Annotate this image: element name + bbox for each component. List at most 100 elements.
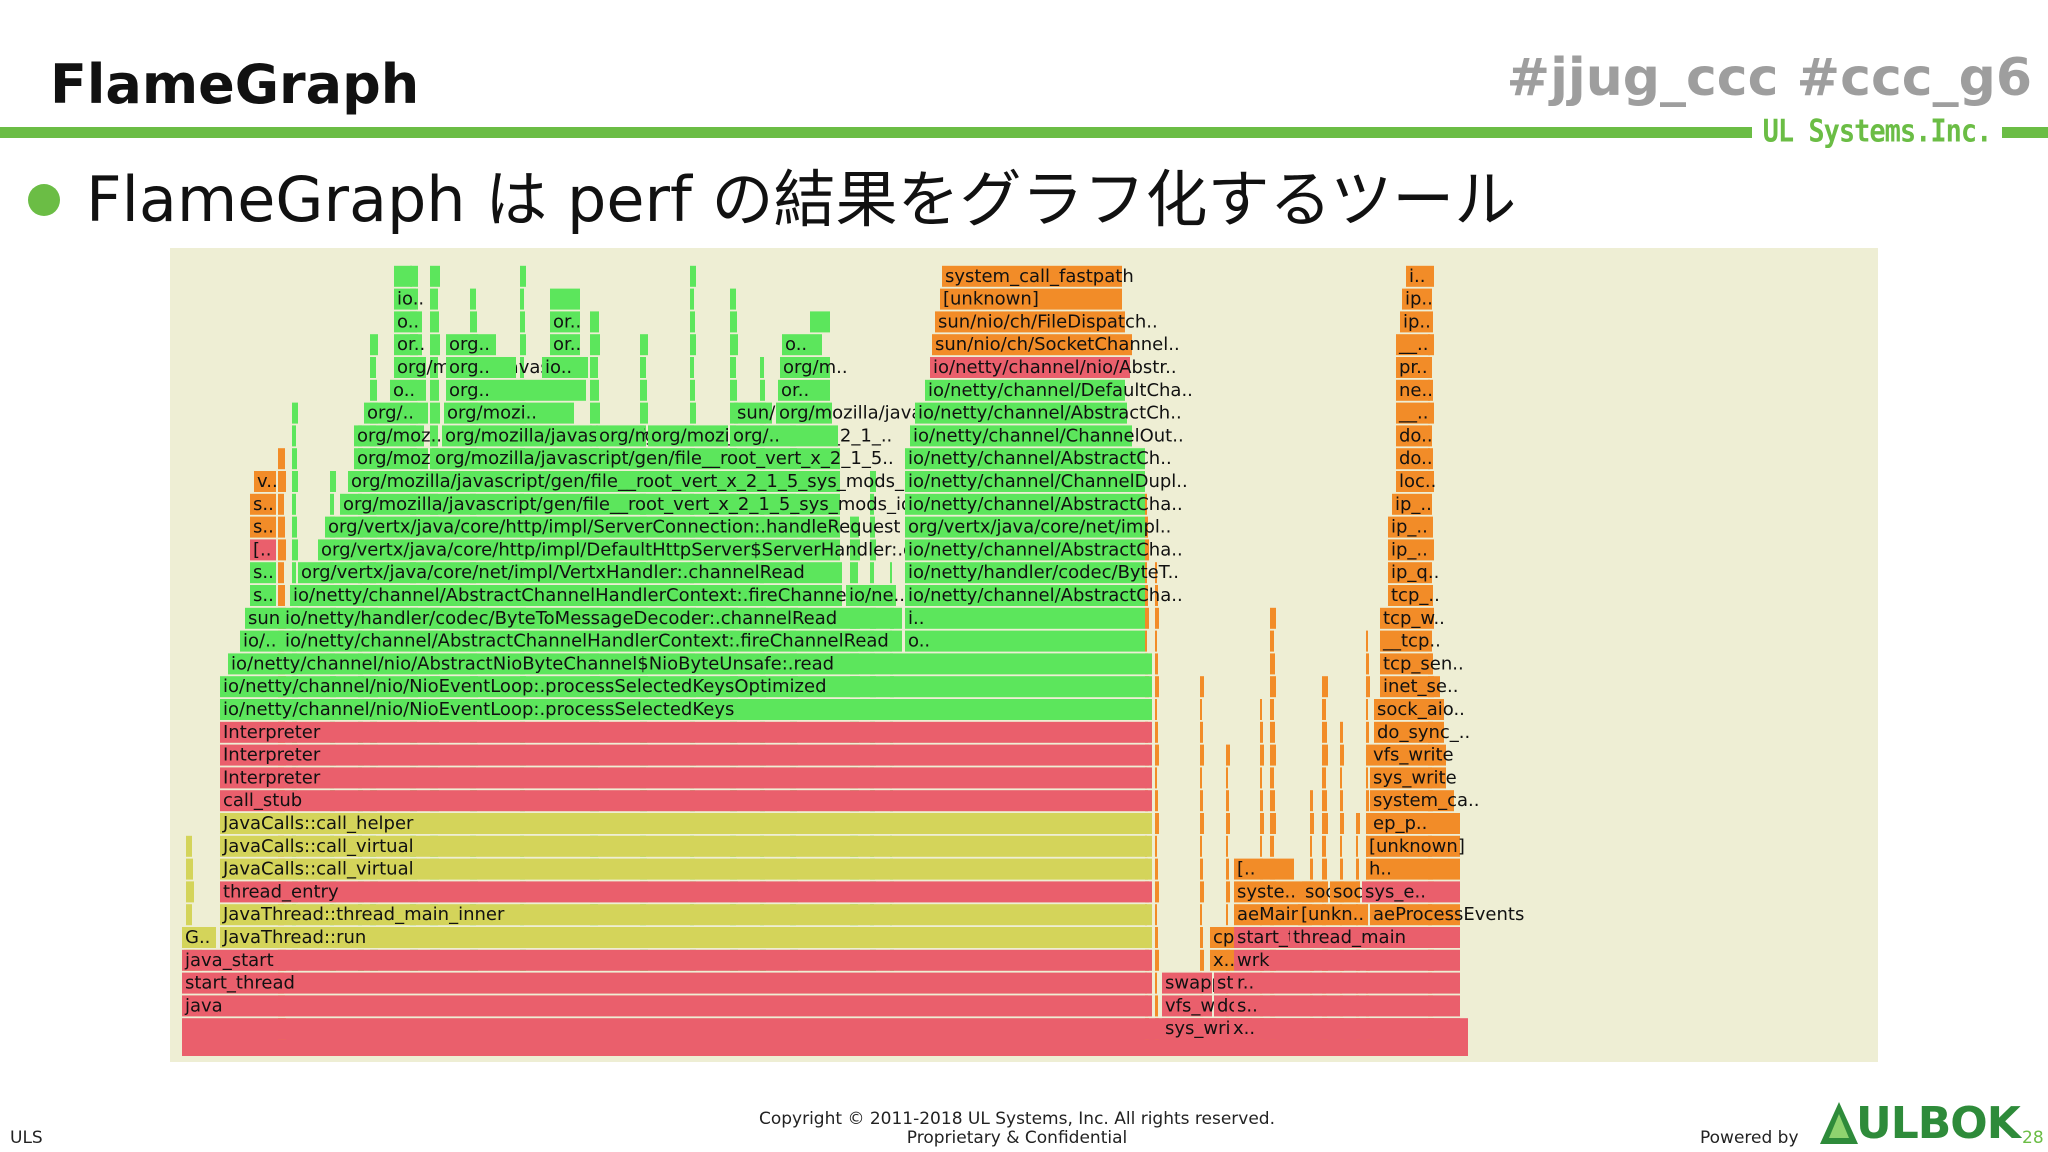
flame-frame[interactable] [760, 379, 765, 401]
flame-frame[interactable] [1155, 744, 1159, 766]
flame-frame[interactable] [1155, 790, 1158, 812]
flame-frame[interactable] [1200, 881, 1204, 903]
flame-frame[interactable] [1388, 585, 1428, 606]
flame-frame[interactable] [1210, 927, 1234, 948]
flame-frame[interactable] [278, 539, 286, 561]
flame-frame[interactable] [430, 311, 439, 333]
flame-frame[interactable] [1145, 630, 1147, 652]
flame-frame[interactable] [1370, 744, 1446, 766]
flame-frame[interactable] [648, 425, 728, 447]
flame-frame[interactable] [1226, 813, 1230, 834]
flame-frame[interactable] [430, 334, 440, 356]
flame-frame[interactable] [1200, 927, 1203, 948]
flame-frame[interactable] [870, 516, 875, 538]
flame-frame[interactable] [1406, 265, 1428, 287]
flame-frame[interactable] [1374, 721, 1444, 743]
flame-frame[interactable] [1428, 288, 1432, 310]
flame-frame[interactable] [1155, 585, 1158, 606]
flame-frame[interactable] [250, 493, 276, 515]
flame-frame[interactable] [1155, 721, 1158, 743]
flame-frame[interactable] [590, 311, 599, 333]
flame-frame[interactable] [1428, 630, 1432, 652]
flame-frame[interactable] [1428, 265, 1434, 287]
flame-frame[interactable] [942, 265, 1122, 287]
flame-frame[interactable] [1270, 699, 1274, 720]
flame-frame[interactable] [1200, 721, 1203, 743]
flame-frame[interactable] [444, 402, 574, 424]
flame-frame[interactable] [1396, 379, 1430, 401]
flame-frame[interactable] [228, 653, 1152, 675]
flame-frame[interactable] [1260, 790, 1263, 812]
flame-frame[interactable] [760, 357, 764, 378]
flame-frame[interactable] [1145, 539, 1149, 561]
flame-frame[interactable] [278, 493, 284, 515]
flame-frame[interactable] [278, 562, 284, 584]
flame-frame[interactable] [182, 1035, 1468, 1056]
flame-frame[interactable] [1230, 1018, 1460, 1040]
flame-frame[interactable] [640, 402, 648, 424]
flame-frame[interactable] [292, 448, 297, 470]
flame-frame[interactable] [1226, 904, 1228, 926]
flame-frame[interactable] [730, 334, 738, 356]
flame-frame[interactable] [1322, 676, 1328, 698]
flame-frame[interactable] [370, 379, 377, 401]
flame-frame[interactable] [1340, 858, 1343, 880]
flame-frame[interactable] [1340, 835, 1342, 857]
flame-frame[interactable] [220, 927, 1152, 948]
flame-frame[interactable] [1380, 653, 1432, 675]
flame-frame[interactable] [1145, 493, 1147, 515]
flame-frame[interactable] [1362, 881, 1460, 903]
flame-frame[interactable] [905, 607, 1145, 629]
flame-frame[interactable] [542, 357, 588, 378]
flame-frame[interactable] [1155, 972, 1157, 994]
flame-frame[interactable] [1155, 699, 1157, 720]
flame-frame[interactable] [640, 357, 646, 378]
flame-frame[interactable] [1200, 790, 1203, 812]
flame-frame[interactable] [1226, 790, 1229, 812]
flame-frame[interactable] [220, 767, 1152, 789]
flame-frame[interactable] [520, 334, 526, 356]
flame-frame[interactable] [220, 881, 1152, 903]
flame-frame[interactable] [1302, 881, 1324, 903]
flame-frame[interactable] [1155, 858, 1158, 880]
flame-frame[interactable] [1380, 630, 1428, 652]
flame-frame[interactable] [734, 402, 772, 424]
flame-frame[interactable] [432, 448, 840, 470]
flame-frame[interactable] [292, 402, 298, 424]
flame-frame[interactable] [1270, 790, 1275, 812]
flame-frame[interactable] [1428, 402, 1434, 424]
flame-frame[interactable] [905, 539, 1145, 561]
flame-frame[interactable] [1226, 744, 1230, 766]
flame-frame[interactable] [1322, 744, 1328, 766]
flame-frame[interactable] [1155, 676, 1159, 698]
flame-frame[interactable] [730, 379, 737, 401]
flame-frame[interactable] [1200, 813, 1204, 834]
flame-frame[interactable] [182, 1018, 1468, 1040]
flame-frame[interactable] [364, 402, 428, 424]
flame-frame[interactable] [850, 516, 859, 538]
flame-frame[interactable] [182, 949, 1152, 971]
flame-frame[interactable] [1145, 516, 1148, 538]
flame-frame[interactable] [778, 379, 830, 401]
flame-frame[interactable] [250, 539, 276, 561]
flame-frame[interactable] [186, 858, 193, 880]
flame-frame[interactable] [394, 265, 412, 287]
flame-frame[interactable] [782, 334, 822, 356]
flame-frame[interactable] [1310, 790, 1313, 812]
flame-frame[interactable] [318, 539, 840, 561]
flame-frame[interactable] [590, 402, 600, 424]
flame-frame[interactable] [1428, 607, 1434, 629]
flame-frame[interactable] [340, 493, 840, 515]
flame-frame[interactable] [1270, 630, 1274, 652]
flame-frame[interactable] [1226, 767, 1228, 789]
flame-frame[interactable] [354, 448, 428, 470]
flame-frame[interactable] [430, 288, 438, 310]
flame-frame[interactable] [1322, 790, 1327, 812]
flame-frame[interactable] [446, 357, 516, 378]
flame-frame[interactable] [1155, 630, 1157, 652]
flame-frame[interactable] [220, 676, 1152, 698]
flame-frame[interactable] [282, 630, 902, 652]
flame-frame[interactable] [1155, 927, 1158, 948]
flame-frame[interactable] [1200, 699, 1202, 720]
flame-frame[interactable] [520, 357, 524, 378]
